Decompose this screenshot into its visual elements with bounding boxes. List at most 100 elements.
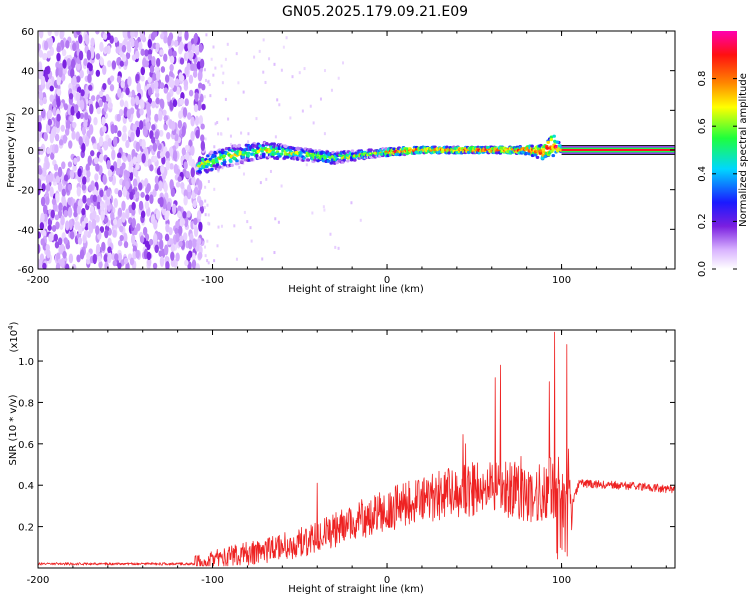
spectrogram-cell bbox=[112, 218, 118, 226]
spectrogram-cell bbox=[61, 48, 67, 57]
spectrogram-cell bbox=[116, 75, 122, 84]
spectrogram-cell bbox=[67, 161, 73, 168]
spectrogram-cell bbox=[175, 232, 180, 243]
spectrogram-cell bbox=[69, 230, 75, 240]
spectrogram-cell bbox=[87, 73, 92, 83]
spectrogram-cell bbox=[246, 151, 251, 155]
spectrogram-cell bbox=[149, 194, 154, 205]
spectrogram-cell bbox=[199, 205, 205, 214]
colorbar: 0.0 0.2 0.4 0.6 0.8 Normalized spectral ampl… bbox=[697, 31, 749, 277]
spectrogram-cell bbox=[169, 63, 174, 72]
spectrogram-cell bbox=[122, 31, 127, 39]
spectrogram-cell bbox=[197, 169, 202, 173]
spectrogram-cell bbox=[123, 232, 128, 243]
spectrogram-cell bbox=[126, 108, 132, 120]
spectrogram-cell bbox=[147, 54, 153, 61]
spectrogram-cell bbox=[40, 212, 45, 222]
spectrogram-cell bbox=[100, 210, 105, 222]
spectrogram-cell bbox=[107, 137, 112, 147]
spectrogram-cell bbox=[179, 235, 184, 242]
spectrogram-cell bbox=[212, 73, 215, 77]
spectrogram-cell bbox=[69, 114, 74, 123]
spectrogram-cell bbox=[163, 35, 168, 44]
spectrogram-cell bbox=[56, 97, 61, 108]
spectrogram-cell bbox=[192, 238, 197, 249]
spectrogram-cell bbox=[78, 34, 83, 44]
spectrogram-cell bbox=[120, 80, 125, 89]
y-tick-label: 0.2 bbox=[18, 523, 34, 534]
spectrogram-cell bbox=[119, 99, 125, 108]
spectrogram-cell bbox=[101, 95, 107, 103]
spectrogram-cell bbox=[82, 169, 87, 176]
spectrogram-cell bbox=[107, 60, 112, 68]
spectrogram-cell bbox=[56, 113, 61, 122]
spectrogram-cell bbox=[191, 259, 197, 269]
spectrogram-cell bbox=[51, 198, 57, 206]
spectrogram-cell bbox=[142, 125, 148, 137]
spectrogram-cell bbox=[56, 88, 62, 97]
spectrogram-cell bbox=[154, 183, 159, 191]
spectrogram-cell bbox=[214, 122, 217, 126]
spectrogram-cell bbox=[109, 75, 115, 82]
spectrogram-cell bbox=[121, 44, 127, 53]
spectrogram-cell bbox=[129, 257, 135, 266]
spectrogram-cell bbox=[130, 233, 136, 245]
spectrogram-cell bbox=[86, 170, 91, 178]
spectrogram-cell bbox=[130, 96, 136, 107]
spectrogram-cell bbox=[252, 149, 257, 153]
spectrogram-cell bbox=[95, 163, 100, 172]
spectrogram-cell bbox=[170, 251, 175, 261]
spectrogram-cell bbox=[149, 65, 155, 74]
spectrogram-cell bbox=[204, 213, 207, 217]
spectrogram-cell bbox=[169, 162, 174, 170]
spectrogram-cell bbox=[63, 237, 68, 245]
spectrogram-cell bbox=[122, 132, 127, 142]
spectrogram-cell bbox=[227, 148, 232, 152]
spectrogram-cell bbox=[75, 76, 81, 83]
y-tick-label: 0.6 bbox=[18, 440, 34, 451]
spectrogram-cell bbox=[130, 31, 135, 39]
spectrogram-cell bbox=[217, 225, 220, 229]
spectrogram-cell bbox=[214, 66, 217, 70]
spectrogram-cell bbox=[178, 110, 183, 120]
spectrogram-cell bbox=[39, 222, 45, 231]
spectrogram-cell bbox=[159, 129, 164, 137]
spectrogram-cell bbox=[98, 99, 104, 107]
spectrogram-cell bbox=[57, 209, 63, 219]
spectrogram-cell bbox=[95, 53, 101, 60]
spectrogram-cell bbox=[103, 217, 109, 224]
spectrogram-cell bbox=[282, 45, 285, 49]
spectrogram-cell bbox=[50, 152, 55, 160]
spectrogram-cell bbox=[154, 130, 159, 140]
spectrogram-cell bbox=[93, 116, 98, 126]
spectrogram-cell bbox=[165, 210, 170, 218]
spectrogram-cell bbox=[195, 129, 200, 139]
spectrogram-cell bbox=[56, 45, 61, 53]
spectrogram-cell bbox=[65, 127, 70, 136]
spectrogram-cell bbox=[221, 166, 224, 170]
spectrogram-cell bbox=[154, 91, 160, 98]
spectrogram-cell bbox=[49, 85, 54, 92]
colorbar-label: Normalized spectral amplitude bbox=[738, 73, 749, 227]
spectrogram-cell bbox=[142, 226, 148, 236]
spectrogram-cell bbox=[255, 117, 258, 121]
spectrogram-cell bbox=[83, 58, 88, 66]
spectrogram-cell bbox=[204, 137, 207, 141]
spectrogram-cell bbox=[125, 208, 130, 220]
spectrogram-cell bbox=[178, 240, 183, 248]
spectrogram-cell bbox=[38, 168, 43, 175]
spectrogram-cell bbox=[195, 263, 200, 269]
spectrogram-cell bbox=[242, 90, 245, 94]
spectrogram-cell bbox=[166, 92, 171, 102]
spectrogram-cell bbox=[221, 81, 224, 85]
spectrogram-cell bbox=[84, 136, 90, 147]
spectrogram-cell bbox=[102, 194, 108, 201]
spectrogram-cell bbox=[159, 151, 165, 159]
spectrogram-cell bbox=[217, 169, 220, 173]
spectrogram-cell bbox=[81, 184, 87, 191]
spectrogram-cell bbox=[146, 121, 151, 130]
spectrogram-cell bbox=[273, 62, 276, 66]
spectrogram-cell bbox=[268, 57, 271, 61]
spectrogram-cell bbox=[310, 149, 315, 153]
spectrogram-cell bbox=[541, 147, 546, 152]
